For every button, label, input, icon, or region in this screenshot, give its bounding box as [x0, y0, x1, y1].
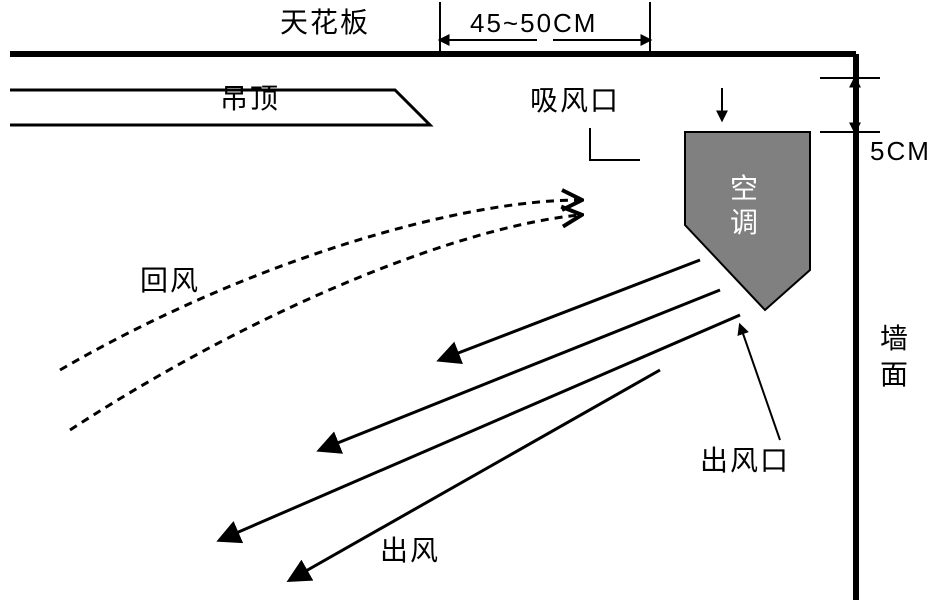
label-outlet: 出风口	[700, 445, 790, 476]
label-inlet: 吸风口	[530, 85, 620, 116]
label-wall-2: 面	[880, 359, 910, 390]
out-arrow	[220, 315, 740, 540]
label-dim-top: 45~50CM	[470, 8, 597, 38]
label-dropceil: 吊顶	[220, 83, 280, 114]
out-arrow	[440, 260, 700, 360]
label-ac-2: 调	[730, 207, 760, 238]
out-arrow	[290, 370, 660, 580]
label-ac-1: 空	[730, 173, 760, 204]
label-dim-side: 5CM	[870, 136, 930, 166]
dim-side	[820, 78, 880, 132]
return-air-curves	[60, 200, 580, 430]
label-wall-1: 墙	[880, 323, 910, 354]
label-return: 回风	[140, 265, 200, 296]
label-outflow: 出风	[380, 535, 440, 566]
label-ceiling: 天花板	[280, 7, 370, 38]
inlet-pointer-1	[590, 128, 640, 160]
return-curve	[60, 200, 580, 370]
diagram-canvas: 天花板 吊顶 墙 面 空 调 吸风口 出风口 回风 出风 45~50CM 5CM	[0, 0, 930, 609]
out-air-arrows	[220, 260, 740, 580]
outlet-pointer	[740, 325, 780, 440]
